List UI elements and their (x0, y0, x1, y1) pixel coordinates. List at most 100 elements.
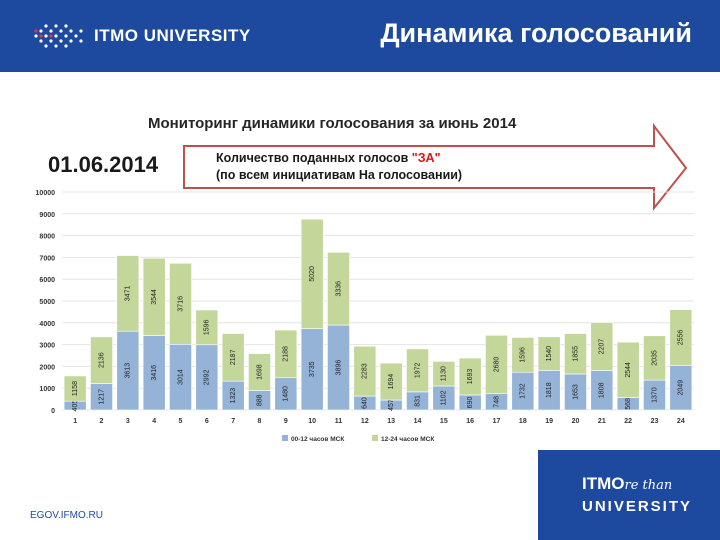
arrow-caption-line2: (по всем инициативам На голосовании) (216, 168, 463, 182)
data-label: 3336 (335, 281, 342, 297)
data-label: 888 (256, 394, 263, 406)
data-label: 1480 (283, 386, 290, 402)
x-tick-label: 16 (466, 418, 474, 425)
bar-segment (432, 361, 456, 387)
y-tick-label: 7000 (39, 255, 55, 262)
bar-segment (116, 255, 140, 332)
bar-segment (485, 334, 508, 394)
data-label: 1370 (651, 387, 658, 403)
data-label: 3544 (151, 289, 158, 305)
brand-more-than: re than (624, 478, 673, 493)
y-tick-label: 3000 (39, 343, 55, 350)
data-label: 3896 (335, 360, 342, 376)
stacked-bar-chart: 0100020003000400050006000700080009000100… (36, 190, 694, 443)
x-tick-label: 11 (335, 418, 343, 425)
bar-segment (669, 309, 693, 366)
y-tick-label: 4000 (39, 321, 55, 328)
bar-segment (590, 322, 614, 371)
data-label: 3416 (151, 365, 158, 381)
bar-segment (406, 348, 429, 393)
brand-corner: ITMOre than UNIVERSITY (538, 450, 720, 540)
brand-itmo: ITMO (582, 474, 625, 493)
bar-segment (142, 257, 166, 336)
data-label: 3471 (125, 286, 132, 302)
header-bar: ITMO UNIVERSITY Динамика голосований (0, 0, 720, 72)
arrow-caption: Количество поданных голосов "ЗА" (по все… (216, 150, 646, 184)
bar-segment (511, 337, 535, 373)
footer-url[interactable]: EGOV.IFMO.RU (30, 510, 103, 521)
data-label: 2188 (283, 346, 290, 362)
x-tick-label: 7 (231, 418, 235, 425)
bar-segment (274, 329, 298, 379)
data-label: 831 (414, 395, 421, 407)
data-label: 1217 (98, 389, 105, 405)
legend-label: 12-24 часов МСК (381, 436, 434, 443)
data-label: 1732 (520, 383, 527, 399)
x-tick-label: 15 (440, 418, 448, 425)
brand-line2: UNIVERSITY (582, 498, 693, 515)
x-tick-label: 19 (545, 418, 553, 425)
x-tick-label: 13 (387, 418, 395, 425)
data-label: 3014 (177, 369, 184, 385)
y-tick-label: 9000 (39, 212, 55, 219)
arrow-shape (183, 123, 688, 211)
x-tick-label: 20 (572, 418, 580, 425)
x-tick-label: 17 (493, 418, 501, 425)
date-label: 01.06.2014 (48, 152, 159, 177)
itmo-logo[interactable]: ITMO UNIVERSITY (30, 20, 251, 52)
data-label: 1158 (72, 381, 79, 396)
bar-segment (169, 262, 192, 345)
bar-segment (327, 252, 350, 326)
data-label: 5020 (309, 266, 316, 282)
bar-segment (643, 335, 666, 381)
data-label: 2556 (678, 330, 685, 346)
bar-segment (458, 357, 482, 396)
x-tick-label: 24 (677, 418, 685, 425)
x-tick-label: 9 (284, 418, 288, 425)
legend-swatch (282, 435, 288, 441)
bar-segment (90, 336, 113, 384)
slide-title: Динамика голосований (380, 18, 692, 48)
data-label: 640 (362, 397, 369, 409)
data-label: 2207 (599, 339, 606, 355)
data-label: 2283 (362, 363, 369, 379)
data-label: 1653 (572, 384, 579, 400)
bar-segment (195, 309, 219, 346)
y-tick-label: 8000 (39, 234, 55, 241)
data-label: 1694 (388, 374, 395, 390)
dots-logo-icon (34, 24, 83, 48)
bar-segment (537, 336, 561, 371)
bar-segment (564, 333, 587, 375)
data-label: 2680 (493, 357, 500, 373)
x-tick-label: 6 (205, 418, 209, 425)
x-tick-label: 22 (624, 418, 632, 425)
x-axis: 1 2 3 4 5 6 7 8 9 10 11 12 13 14 15 16 17 18 19 20 21 22 23 24 (73, 418, 685, 425)
bar-segment (248, 353, 271, 391)
data-label: 1596 (204, 319, 211, 335)
arrow-callout (183, 123, 688, 211)
data-label: 2136 (98, 352, 105, 368)
data-label: 3613 (125, 363, 132, 379)
arrow-caption-line1: Количество поданных голосов "ЗА" (216, 150, 646, 167)
bar-segment (63, 375, 87, 402)
x-tick-label: 18 (519, 418, 527, 425)
x-tick-label: 1 (73, 418, 77, 425)
bar-segment (379, 362, 403, 401)
data-label: 1698 (256, 364, 263, 380)
x-tick-label: 14 (414, 418, 422, 425)
data-label: 1972 (414, 362, 421, 378)
y-tick-label: 6000 (39, 277, 55, 284)
data-label: 1808 (599, 382, 606, 398)
data-label: 1855 (572, 346, 579, 362)
data-label: 3716 (177, 296, 184, 312)
y-tick-label: 10000 (36, 190, 56, 197)
data-label: 1818 (546, 382, 553, 398)
x-tick-label: 8 (258, 418, 262, 425)
data-label: 690 (467, 397, 474, 409)
data-label: 457 (388, 399, 395, 411)
x-tick-label: 10 (308, 418, 316, 425)
data-label: 1102 (441, 390, 448, 405)
legend-swatch (372, 435, 378, 441)
data-label: 2544 (625, 362, 632, 378)
data-label: 2035 (651, 350, 658, 366)
